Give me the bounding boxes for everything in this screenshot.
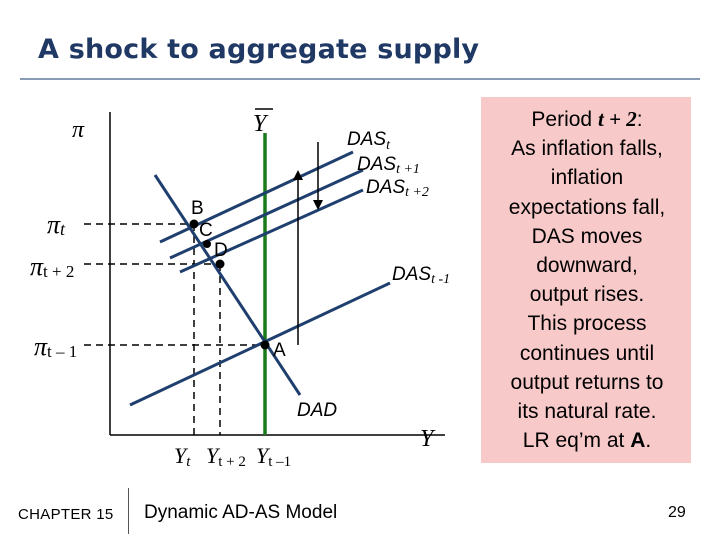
x-axis-label: Y bbox=[420, 426, 436, 452]
note-line-9: continues until bbox=[519, 341, 655, 365]
note-line-3: inflation bbox=[550, 166, 624, 190]
xtick-y-t: Yt bbox=[174, 443, 191, 470]
note-line-2: As inflation falls, bbox=[511, 137, 663, 161]
ytick-pi-t: πt bbox=[47, 210, 66, 239]
note-line-5: DAS moves bbox=[531, 224, 643, 248]
note-line-4: expectations fall, bbox=[508, 195, 666, 219]
das-tm1-label: DASt -1 bbox=[392, 264, 450, 287]
note-line-7: output rises. bbox=[529, 283, 645, 307]
ytick-pi-t1: πt – 1 bbox=[34, 332, 77, 361]
ybar-label: Y bbox=[253, 111, 269, 137]
note-line-1: Period t + 2: bbox=[531, 107, 643, 131]
note-line-11: its natural rate. bbox=[517, 400, 657, 424]
note-line-8: This process bbox=[527, 312, 647, 336]
chapter-label: CHAPTER 15 bbox=[18, 506, 114, 523]
page-number: 29 bbox=[668, 504, 686, 521]
footer-divider bbox=[128, 488, 129, 534]
slide-title: A shock to aggregate supply bbox=[38, 34, 480, 65]
xtick-y-t1: Yt –1 bbox=[256, 443, 291, 470]
point-b-dot bbox=[189, 219, 199, 229]
xtick-y-t2: Yt + 2 bbox=[206, 443, 246, 470]
point-d-dot bbox=[215, 259, 225, 269]
point-a-dot bbox=[260, 340, 270, 350]
das-t-label: DASt bbox=[347, 129, 391, 153]
chapter-title: Dynamic AD-AS Model bbox=[144, 502, 338, 523]
das-t1-label: DASt +1 bbox=[357, 154, 420, 177]
dad-curve bbox=[153, 174, 302, 396]
point-c-dot bbox=[203, 240, 211, 248]
note-line-12: LR eq’m at A. bbox=[522, 429, 652, 453]
das-t2-label: DASt +2 bbox=[366, 177, 429, 200]
explanation-box: Period t + 2: As inflation falls, inflat… bbox=[481, 97, 691, 463]
point-d-label: D bbox=[214, 240, 228, 261]
point-c-label: C bbox=[199, 220, 213, 241]
das-tm1-curve bbox=[129, 281, 391, 407]
y-axis-label: π bbox=[72, 117, 85, 143]
note-line-10: output returns to bbox=[510, 370, 664, 394]
point-b-label: B bbox=[191, 198, 204, 219]
das-t1-curve bbox=[169, 168, 364, 260]
point-a-label: A bbox=[273, 340, 286, 361]
ytick-pi-t2: πt + 2 bbox=[30, 252, 74, 281]
title-divider bbox=[20, 78, 700, 80]
dad-label: DAD bbox=[297, 400, 337, 421]
note-line-6: downward, bbox=[536, 254, 638, 278]
